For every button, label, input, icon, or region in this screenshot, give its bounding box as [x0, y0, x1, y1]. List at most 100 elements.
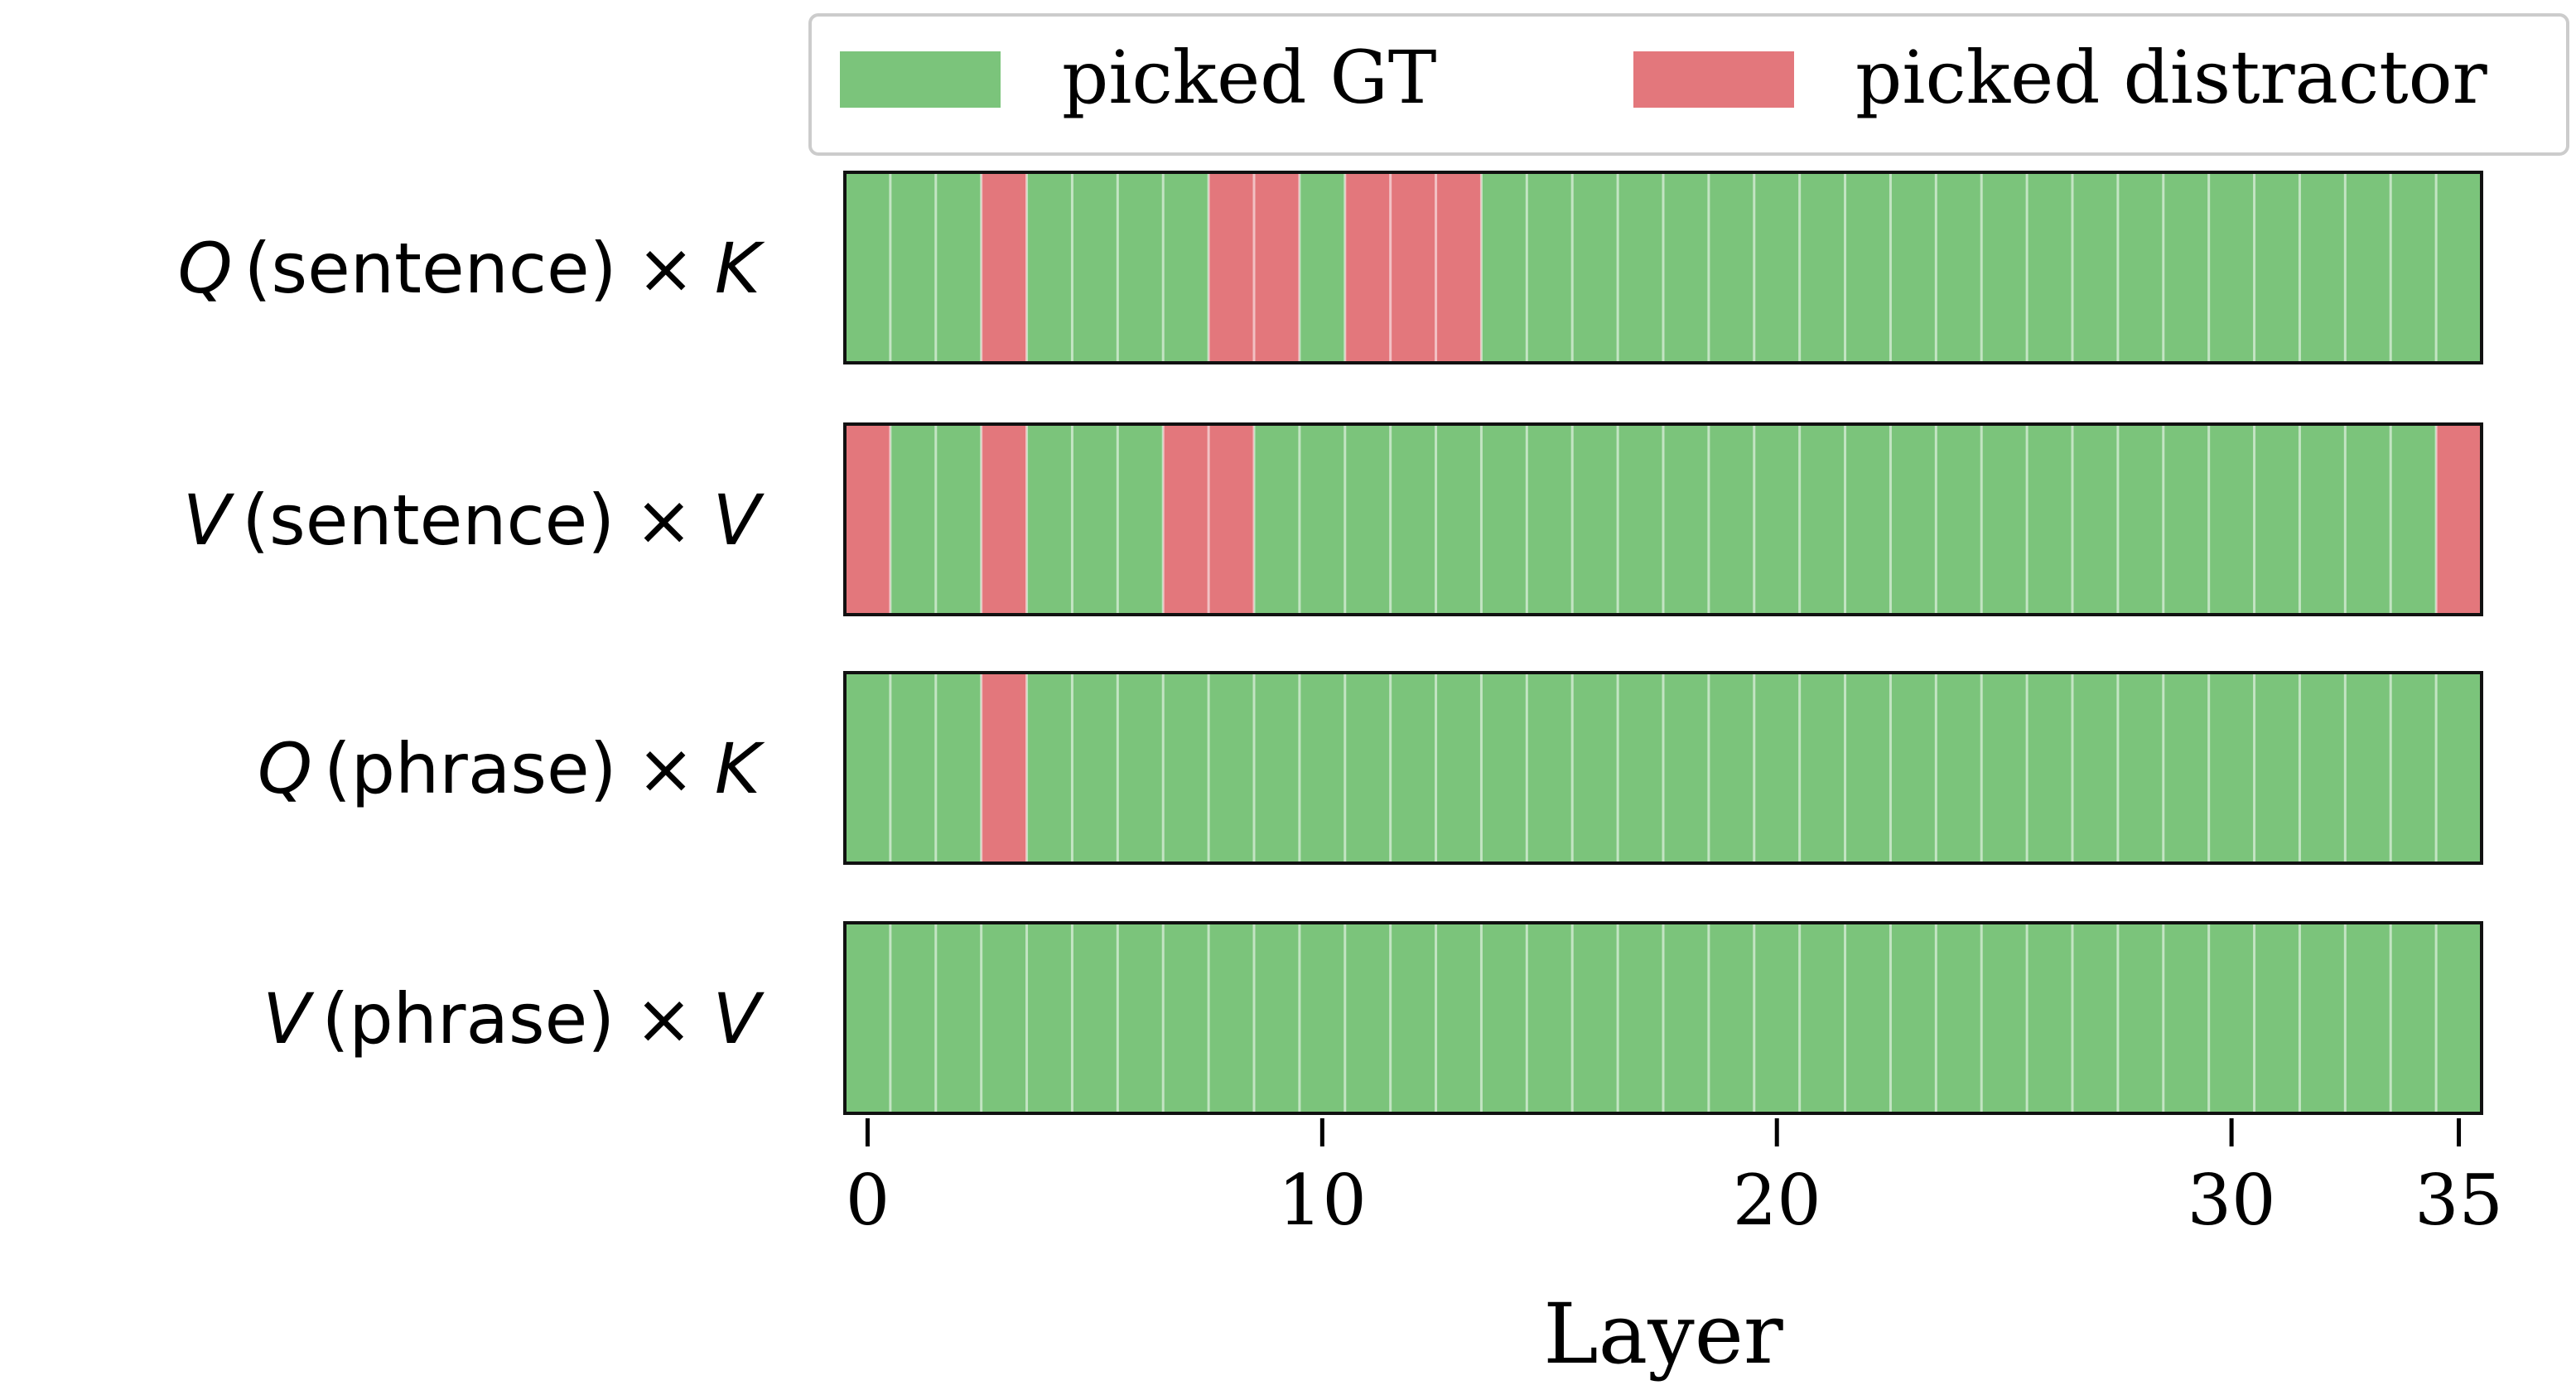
row-label-text: (sentence)	[242, 480, 615, 561]
cell-picked-distractor	[2436, 424, 2482, 615]
cell-picked-gt	[1481, 923, 1527, 1113]
row-label-symbol: V	[263, 978, 315, 1059]
row-label-symbol: V	[183, 480, 235, 561]
cell-picked-gt	[935, 424, 982, 615]
cell-picked-distractor	[981, 424, 1028, 615]
cell-picked-distractor	[1435, 172, 1483, 363]
cell-picked-gt	[1026, 673, 1073, 863]
cell-picked-gt	[1981, 673, 2028, 863]
heatmap-rows	[843, 171, 2483, 1115]
cell-picked-gt	[1527, 424, 1573, 615]
cell-picked-gt	[890, 673, 937, 863]
cell-picked-gt	[1845, 424, 1892, 615]
cell-picked-gt	[2345, 923, 2391, 1113]
cell-picked-gt	[1936, 673, 1982, 863]
row-label: Q (sentence) × K	[177, 228, 765, 309]
cell-picked-gt	[1708, 172, 1755, 363]
cell-picked-gt	[1936, 172, 1982, 363]
cell-picked-gt	[2254, 923, 2301, 1113]
cell-picked-gt	[2390, 673, 2437, 863]
cell-picked-gt	[1299, 673, 1346, 863]
cell-picked-gt	[1572, 172, 1618, 363]
cell-picked-gt	[2163, 172, 2210, 363]
cell-picked-gt	[1344, 923, 1392, 1113]
cell-picked-gt	[2254, 424, 2301, 615]
cell-picked-gt	[845, 673, 891, 863]
cell-picked-gt	[2208, 424, 2255, 615]
cell-picked-gt	[1663, 673, 1710, 863]
cell-picked-gt	[1072, 923, 1118, 1113]
cell-picked-gt	[2027, 172, 2073, 363]
cell-picked-gt	[1026, 424, 1073, 615]
cell-picked-distractor	[1208, 172, 1255, 363]
cell-picked-gt	[2117, 923, 2164, 1113]
cell-picked-gt	[1390, 424, 1437, 615]
cell-picked-gt	[2208, 923, 2255, 1113]
cell-picked-gt	[2436, 923, 2482, 1113]
cell-picked-gt	[1481, 424, 1527, 615]
cell-picked-gt	[1754, 673, 1801, 863]
cell-picked-gt	[2027, 673, 2073, 863]
cell-picked-gt	[1618, 172, 1664, 363]
cell-picked-gt	[1572, 673, 1618, 863]
cell-picked-gt	[1799, 923, 1846, 1113]
cell-picked-gt	[1254, 673, 1300, 863]
heatmap-row	[843, 422, 2483, 616]
cell-picked-gt	[1117, 923, 1164, 1113]
cell-picked-gt	[2117, 673, 2164, 863]
cell-picked-gt	[1890, 923, 1937, 1113]
cell-picked-gt	[1572, 424, 1618, 615]
cell-picked-gt	[1117, 424, 1164, 615]
x-tick-label: 20	[1733, 1160, 1821, 1241]
cell-picked-gt	[1708, 923, 1755, 1113]
cell-picked-gt	[2345, 673, 2391, 863]
cell-picked-gt	[1663, 923, 1710, 1113]
cell-picked-distractor	[1208, 424, 1255, 615]
cell-picked-gt	[890, 424, 937, 615]
cell-picked-gt	[1072, 673, 1118, 863]
cell-picked-gt	[2163, 424, 2210, 615]
cell-picked-gt	[1754, 923, 1801, 1113]
cell-picked-gt	[1026, 923, 1073, 1113]
cell-picked-gt	[1663, 172, 1710, 363]
heatmap-row	[843, 921, 2483, 1115]
cell-picked-gt	[1208, 923, 1255, 1113]
cell-picked-gt	[1390, 673, 1437, 863]
cell-picked-gt	[2117, 424, 2164, 615]
row-label-symbol: Q	[258, 728, 312, 809]
cell-picked-gt	[1026, 172, 1073, 363]
cell-picked-gt	[1481, 172, 1527, 363]
x-tick-label: 10	[1278, 1160, 1367, 1241]
cell-picked-gt	[1344, 424, 1392, 615]
cell-picked-gt	[1072, 424, 1118, 615]
cell-picked-gt	[1799, 172, 1846, 363]
cell-picked-gt	[1618, 424, 1664, 615]
row-frame	[843, 422, 2483, 616]
cell-picked-gt	[2254, 673, 2301, 863]
legend-label-picked-distractor: picked distractor	[1855, 35, 2488, 120]
cell-picked-gt	[845, 172, 891, 363]
cell-picked-gt	[1390, 923, 1437, 1113]
cell-picked-gt	[1117, 172, 1164, 363]
cell-picked-gt	[1845, 923, 1892, 1113]
x-axis: Layer 0 10 20 30 35	[846, 1118, 2503, 1383]
cell-picked-gt	[2299, 923, 2346, 1113]
cell-picked-gt	[2072, 172, 2119, 363]
cell-picked-gt	[2254, 172, 2301, 363]
cell-picked-gt	[1299, 923, 1346, 1113]
cell-picked-gt	[1845, 172, 1892, 363]
cell-picked-gt	[1890, 172, 1937, 363]
cell-picked-gt	[1754, 424, 1801, 615]
cell-picked-gt	[1572, 923, 1618, 1113]
cell-picked-gt	[1163, 172, 1209, 363]
cell-picked-gt	[1663, 424, 1710, 615]
cell-picked-gt	[1799, 673, 1846, 863]
cell-picked-gt	[845, 923, 891, 1113]
cell-picked-gt	[1890, 673, 1937, 863]
cell-picked-distractor	[981, 673, 1028, 863]
cell-picked-gt	[1163, 673, 1209, 863]
cell-picked-gt	[2027, 424, 2073, 615]
cell-picked-gt	[1618, 673, 1664, 863]
cell-picked-gt	[2299, 424, 2346, 615]
cell-picked-distractor	[845, 424, 891, 615]
